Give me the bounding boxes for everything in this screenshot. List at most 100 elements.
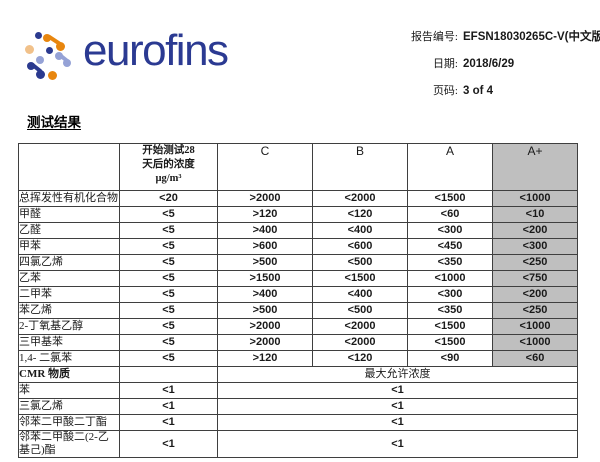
voc-table-row: 二甲苯 <5 >400 <400 <300 <200 <box>18 286 578 303</box>
max-allowed-value-cell: <1 <box>217 382 578 399</box>
class-aplus-value-cell: <1000 <box>492 334 578 351</box>
class-aplus-value-cell: <250 <box>492 254 578 271</box>
substance-header-cell <box>18 143 120 191</box>
report-info: 报告编号: EFSN18030265C-V(中文版) 日期: 2018/6/29… <box>396 28 600 98</box>
max-allowed-value-cell: <1 <box>217 414 578 431</box>
eurofins-logo: eurofins <box>24 26 229 82</box>
eurofins-logo-text: eurofins <box>83 26 229 75</box>
results-table: 开始测试28 天后的浓度 µg/m³ C B A A+ 总挥发性有机化合物 <20… <box>18 143 578 458</box>
substance-name-cell: 邻苯二甲酸二丁酯 <box>18 414 120 431</box>
substance-name-cell: 1,4- 二氯苯 <box>18 350 120 367</box>
class-b-value-cell: <400 <box>312 222 408 239</box>
start-concentration-cell: <1 <box>119 414 218 431</box>
substance-name-cell: 乙苯 <box>18 270 120 287</box>
class-c-value-cell: >1500 <box>217 270 313 287</box>
class-b-header-cell: B <box>312 143 408 191</box>
report-date-label: 日期: <box>432 58 458 70</box>
class-c-header-cell: C <box>217 143 313 191</box>
cmr-table-row: 苯 <1 <1 <box>18 382 578 399</box>
class-a-value-cell: <1500 <box>407 190 493 207</box>
class-c-value-cell: >2000 <box>217 190 313 207</box>
class-b-value-cell: <120 <box>312 350 408 367</box>
voc-table-row: 甲苯 <5 >600 <600 <450 <300 <box>18 238 578 255</box>
substance-name-cell: 甲醛 <box>18 206 120 223</box>
table-header-row: 开始测试28 天后的浓度 µg/m³ C B A A+ <box>18 143 578 191</box>
class-c-value-cell: >600 <box>217 238 313 255</box>
start-concentration-cell: <1 <box>119 382 218 399</box>
class-a-value-cell: <1500 <box>407 318 493 335</box>
class-a-value-cell: <450 <box>407 238 493 255</box>
max-allowed-concentration-header-cell: 最大允许浓度 <box>217 366 578 383</box>
class-aplus-value-cell: <300 <box>492 238 578 255</box>
start-concentration-cell: <5 <box>119 270 218 287</box>
cmr-section-title-cell: CMR 物质 <box>18 366 120 383</box>
substance-name-cell: 四氯乙烯 <box>18 254 120 271</box>
class-aplus-value-cell: <750 <box>492 270 578 287</box>
class-a-value-cell: <90 <box>407 350 493 367</box>
voc-table-row: 四氯乙烯 <5 >500 <500 <350 <250 <box>18 254 578 271</box>
substance-name-cell: 苯 <box>18 382 120 399</box>
substance-name-cell: 甲苯 <box>18 238 120 255</box>
page-number-value: 3 of 4 <box>463 85 494 97</box>
cmr-table-row: 三氯乙烯 <1 <1 <box>18 398 578 415</box>
substance-name-cell: 乙醛 <box>18 222 120 239</box>
class-b-value-cell: <2000 <box>312 334 408 351</box>
start-concentration-cell: <5 <box>119 254 218 271</box>
class-a-value-cell: <350 <box>407 254 493 271</box>
eurofins-molecule-icon <box>24 30 72 82</box>
class-b-value-cell: <500 <box>312 302 408 319</box>
class-c-value-cell: >2000 <box>217 318 313 335</box>
voc-tbody: 总挥发性有机化合物 <20 >2000 <2000 <1500 <1000 甲醛 <5 >120… <box>18 190 578 367</box>
class-aplus-value-cell: <10 <box>492 206 578 223</box>
report-number-label: 报告编号: <box>410 31 458 43</box>
substance-name-cell: 邻苯二甲酸二(2-乙基己)酯 <box>18 430 120 458</box>
voc-table-row: 2-丁氧基乙醇 <5 >2000 <2000 <1500 <1000 <box>18 318 578 335</box>
class-a-value-cell: <60 <box>407 206 493 223</box>
start-concentration-cell: <20 <box>119 190 218 207</box>
page-number-label: 页码: <box>432 85 458 97</box>
cmr-table-row: 邻苯二甲酸二丁酯 <1 <1 <box>18 414 578 431</box>
class-a-value-cell: <1000 <box>407 270 493 287</box>
start-concentration-cell: <1 <box>119 430 218 458</box>
substance-name-cell: 二甲苯 <box>18 286 120 303</box>
substance-name-cell: 三甲基苯 <box>18 334 120 351</box>
voc-table-row: 1,4- 二氯苯 <5 >120 <120 <90 <60 <box>18 350 578 367</box>
substance-name-cell: 2-丁氧基乙醇 <box>18 318 120 335</box>
class-b-value-cell: <2000 <box>312 190 408 207</box>
voc-table-row: 三甲基苯 <5 >2000 <2000 <1500 <1000 <box>18 334 578 351</box>
start-concentration-cell: <5 <box>119 334 218 351</box>
class-aplus-value-cell: <1000 <box>492 190 578 207</box>
class-aplus-value-cell: <250 <box>492 302 578 319</box>
class-a-value-cell: <300 <box>407 286 493 303</box>
class-aplus-header-cell: A+ <box>492 143 578 191</box>
voc-table-row: 总挥发性有机化合物 <20 >2000 <2000 <1500 <1000 <box>18 190 578 207</box>
start-concentration-cell: <5 <box>119 302 218 319</box>
class-a-value-cell: <350 <box>407 302 493 319</box>
class-c-value-cell: >500 <box>217 302 313 319</box>
cmr-tbody: CMR 物质 最大允许浓度 苯 <1 <1 三氯乙烯 <1 <1 邻苯二甲酸二丁酯 <1 <1 邻… <box>18 366 578 458</box>
class-c-value-cell: >400 <box>217 222 313 239</box>
class-c-value-cell: >120 <box>217 350 313 367</box>
start-concentration-cell: <5 <box>119 350 218 367</box>
class-aplus-value-cell: <200 <box>492 286 578 303</box>
voc-table-row: 甲醛 <5 >120 <120 <60 <10 <box>18 206 578 223</box>
class-b-value-cell: <500 <box>312 254 408 271</box>
start-concentration-cell: <5 <box>119 238 218 255</box>
start-concentration-cell: <5 <box>119 318 218 335</box>
class-aplus-value-cell: <60 <box>492 350 578 367</box>
start-concentration-header-cell: 开始测试28 天后的浓度 µg/m³ <box>119 143 218 191</box>
section-title: 测试结果 <box>27 115 81 130</box>
class-aplus-value-cell: <200 <box>492 222 578 239</box>
cmr-empty-cell <box>119 366 218 383</box>
class-a-value-cell: <1500 <box>407 334 493 351</box>
max-allowed-value-cell: <1 <box>217 430 578 458</box>
start-concentration-cell: <1 <box>119 398 218 415</box>
cmr-table-row: 邻苯二甲酸二(2-乙基己)酯 <1 <1 <box>18 430 578 458</box>
class-b-value-cell: <120 <box>312 206 408 223</box>
report-number-value: EFSN18030265C-V(中文版) <box>463 31 600 43</box>
start-concentration-cell: <5 <box>119 222 218 239</box>
voc-table-row: 乙苯 <5 >1500 <1500 <1000 <750 <box>18 270 578 287</box>
class-c-value-cell: >2000 <box>217 334 313 351</box>
voc-table-row: 苯乙烯 <5 >500 <500 <350 <250 <box>18 302 578 319</box>
